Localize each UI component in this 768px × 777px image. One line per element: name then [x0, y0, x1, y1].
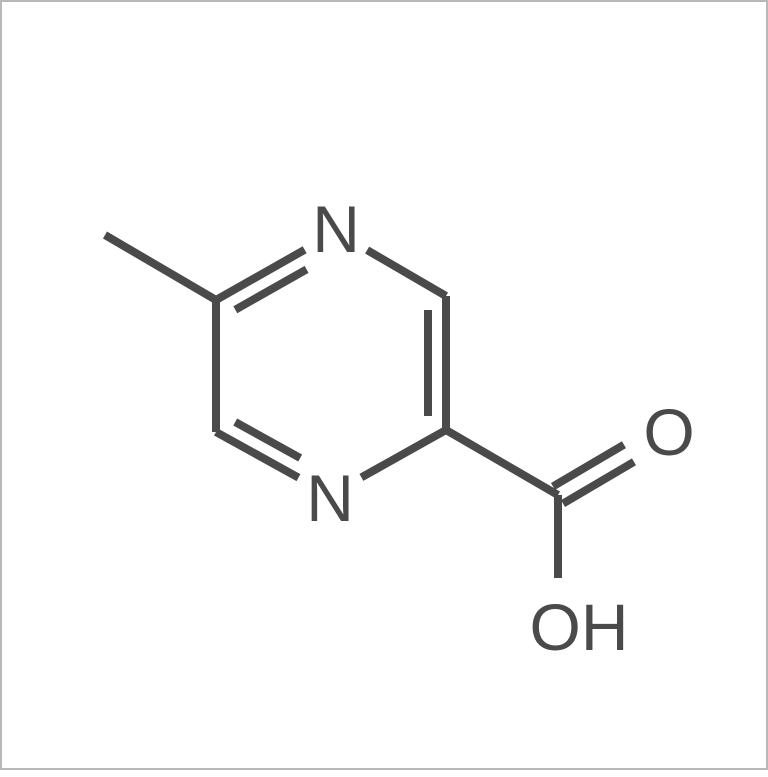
atom-label-N1: N: [306, 465, 354, 531]
bond-layer: [0, 0, 768, 777]
atom-label-Odbl: O: [643, 399, 694, 465]
atom-label-OH: OH: [529, 594, 628, 660]
atom-label-N4: N: [312, 196, 360, 262]
diagram-container: N N O OH: [0, 0, 768, 777]
